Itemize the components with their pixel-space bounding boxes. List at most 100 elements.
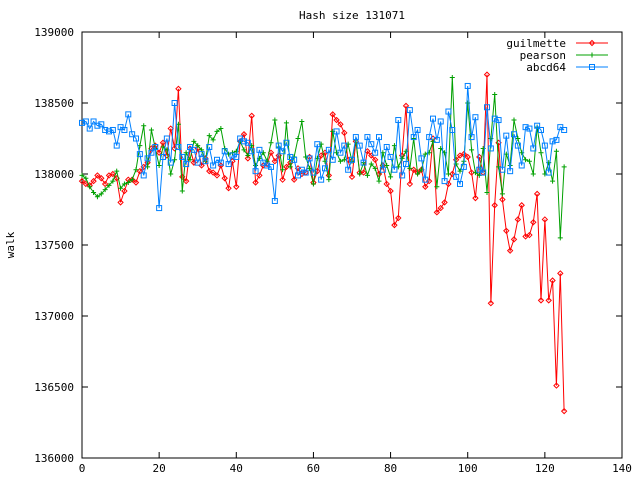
pearson-point — [341, 157, 347, 163]
guilmette-point — [533, 190, 541, 198]
abcd64-point — [86, 125, 93, 132]
abcd64-point — [271, 197, 278, 204]
abcd64-point — [356, 142, 363, 149]
y-tick-label: 138500 — [34, 97, 74, 110]
abcd64-point — [337, 149, 344, 156]
guilmette-point — [109, 170, 117, 178]
abcd64-point — [106, 128, 112, 135]
abcd64-point — [229, 152, 236, 159]
abcd64-point — [472, 114, 479, 121]
guilmette-point — [317, 152, 325, 159]
guilmette-point — [375, 170, 383, 178]
abcd64-point — [499, 166, 506, 173]
abcd64-point — [275, 142, 282, 149]
guilmette-point — [341, 129, 348, 137]
abcd64-point — [553, 136, 560, 143]
guilmette-point — [256, 172, 263, 179]
abcd64-point — [252, 168, 259, 175]
pearson-point — [79, 172, 85, 178]
abcd64-line — [81, 85, 565, 209]
pearson-point — [106, 182, 112, 188]
abcd64-point — [387, 153, 394, 160]
abcd64-point — [295, 172, 301, 179]
pearson-point — [245, 153, 251, 159]
pearson-point — [118, 185, 124, 191]
guilmette-point — [182, 177, 190, 185]
abcd64-point — [241, 138, 247, 145]
y-tick-label: 139000 — [34, 26, 74, 39]
guilmette-point — [526, 231, 533, 239]
legend-label-guilmette: guilmette — [506, 37, 566, 50]
abcd64-point — [487, 145, 494, 152]
abcd64-point — [329, 156, 336, 163]
abcd64-point — [518, 162, 525, 169]
pearson-point — [110, 178, 116, 184]
abcd64-point — [360, 159, 367, 166]
guilmette-point — [433, 209, 441, 216]
abcd64-point — [302, 169, 309, 176]
abcd64-point — [248, 148, 255, 155]
abcd64-point — [468, 134, 475, 141]
pearson-point — [407, 165, 413, 171]
guilmette-point — [98, 175, 105, 182]
abcd64-point — [198, 151, 205, 158]
abcd64-point — [163, 135, 170, 142]
pearson-point — [210, 137, 216, 143]
abcd64-point — [484, 104, 490, 111]
pearson-point — [98, 191, 104, 197]
abcd64-point — [437, 118, 444, 125]
pearson-point — [445, 171, 451, 177]
abcd64-point — [264, 162, 271, 169]
abcd64-point — [325, 146, 332, 153]
guilmette-point — [383, 180, 390, 188]
series-group — [78, 71, 568, 415]
abcd64-point — [538, 126, 544, 133]
abcd64-point — [526, 125, 533, 132]
abcd64-point — [426, 134, 433, 141]
abcd64-point — [113, 142, 120, 149]
guilmette-point — [175, 85, 182, 93]
abcd64-point — [156, 205, 163, 212]
abcd64-point — [534, 122, 541, 129]
pearson-point — [550, 178, 556, 184]
abcd64-point — [383, 144, 390, 151]
abcd64-point — [140, 172, 147, 179]
pearson-point — [372, 165, 378, 171]
abcd64-point — [190, 146, 197, 153]
pearson-point — [538, 150, 544, 156]
pearson-point — [553, 148, 559, 154]
pearson-point — [114, 168, 120, 174]
guilmette-point — [391, 221, 398, 229]
x-tick-label: 20 — [153, 462, 166, 475]
abcd64-point — [503, 132, 510, 139]
y-tick-label: 136000 — [34, 452, 74, 465]
guilmette-point — [329, 111, 336, 118]
abcd64-point — [279, 148, 286, 155]
abcd64-point — [318, 176, 325, 183]
guilmette-point — [503, 227, 510, 235]
guilmette-point — [537, 297, 545, 304]
pearson-point — [299, 118, 305, 124]
legend-label-pearson: pearson — [520, 49, 566, 62]
abcd64-point — [364, 134, 371, 141]
abcd64-point — [433, 136, 440, 143]
pearson-point — [357, 171, 363, 177]
pearson-point — [187, 157, 193, 163]
abcd64-point — [210, 162, 217, 169]
pearson-point — [241, 147, 247, 153]
guilmette-point — [252, 179, 259, 186]
pearson-point — [272, 117, 278, 123]
x-tick-label: 140 — [612, 462, 632, 475]
pearson-point — [457, 168, 463, 174]
abcd64-point — [98, 121, 105, 128]
abcd64-point — [422, 176, 429, 183]
guilmette-point — [167, 125, 174, 132]
pearson-point — [469, 147, 475, 153]
guilmette-point — [233, 183, 240, 190]
pearson-point — [148, 127, 154, 133]
axis-ticks: 136000 136500 137000 137500 138000 138500 1390… — [34, 26, 632, 475]
abcd64-point — [395, 117, 402, 124]
guilmette-point — [437, 204, 444, 212]
abcd64-point — [202, 158, 209, 165]
